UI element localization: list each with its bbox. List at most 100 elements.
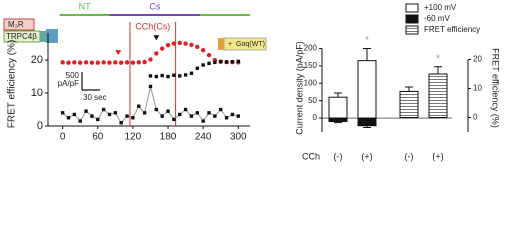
point — [178, 74, 182, 78]
y-tick-label: 50 — [308, 96, 317, 105]
x-tick-label: 300 — [230, 132, 247, 143]
point — [177, 40, 182, 46]
x-tick-label: 180 — [160, 132, 177, 143]
scale-unit: pA/pF — [58, 79, 79, 88]
point — [183, 73, 188, 77]
point — [213, 114, 217, 118]
legend-swatch — [405, 3, 419, 13]
legend-label: -60 mV — [424, 14, 450, 23]
y-tick-label: 20 — [31, 54, 43, 66]
point — [142, 59, 147, 65]
point — [224, 60, 229, 64]
point — [154, 74, 159, 79]
point — [201, 119, 205, 123]
legend-swatch — [405, 25, 419, 35]
point — [189, 42, 194, 48]
point — [119, 121, 123, 125]
point — [154, 107, 159, 112]
legend-label: +100 mV — [424, 3, 457, 12]
point — [137, 104, 141, 108]
point — [189, 114, 194, 118]
point — [66, 60, 71, 65]
point — [166, 74, 170, 79]
y-tick-label: 0 — [313, 113, 318, 122]
page: M₃R TRPC4β + Gαq(WT) FRET efficiency (%)… — [3, 1, 501, 162]
point — [160, 73, 164, 78]
point — [113, 111, 118, 115]
point — [148, 74, 153, 78]
y-tick-label: 10 — [31, 87, 43, 99]
x-tick-label: (-) — [405, 151, 414, 161]
point — [72, 112, 77, 117]
point — [66, 116, 71, 120]
error-bar — [363, 47, 371, 61]
phase-label: Cs — [149, 1, 160, 11]
legend-swatch — [405, 14, 419, 24]
point — [172, 73, 176, 77]
x-tick-label: 0 — [60, 132, 66, 143]
point — [207, 111, 211, 115]
y2-tick-label: 20 — [473, 55, 482, 64]
point — [60, 60, 65, 65]
y-tick-label: 150 — [304, 61, 318, 70]
point — [206, 52, 212, 58]
point — [78, 60, 83, 65]
error-bar — [334, 92, 342, 98]
fluorophore — [46, 29, 58, 43]
y2-axis-label: FRET efficiency (%) — [491, 48, 501, 128]
bar — [399, 90, 419, 119]
figure: M₃R TRPC4β + Gαq(WT) FRET efficiency (%)… — [3, 1, 501, 161]
point — [124, 60, 130, 65]
y-axis-label: FRET efficiency (%) — [7, 40, 18, 129]
point — [101, 107, 106, 112]
point — [84, 109, 88, 113]
category-label: CCh — [302, 151, 320, 161]
receptor-box — [3, 18, 35, 31]
point — [131, 116, 135, 120]
g-protein-tag — [218, 38, 224, 50]
point — [224, 116, 229, 120]
scale-time: 30 sec — [83, 93, 107, 102]
scale-current: 500 — [66, 71, 80, 80]
point — [236, 114, 240, 118]
point — [148, 84, 153, 89]
point — [213, 60, 217, 65]
error-bar — [405, 86, 413, 92]
point — [96, 117, 100, 122]
point — [154, 51, 159, 56]
bar — [328, 96, 348, 119]
y-tick-label: 0 — [37, 120, 43, 132]
point — [200, 47, 206, 53]
y-tick-label: 200 — [304, 44, 318, 53]
point — [113, 60, 118, 65]
point — [189, 71, 194, 75]
series-line — [62, 86, 239, 124]
triangle-marker — [115, 50, 122, 56]
point — [90, 114, 94, 118]
channel-label: TRPC4β — [6, 32, 37, 41]
point — [172, 117, 176, 122]
point — [118, 60, 124, 65]
y2-tick-label: 10 — [473, 84, 482, 93]
g-protein-label: Gαq(WT) — [236, 41, 265, 48]
y2-tick-label: 0 — [473, 113, 478, 122]
point — [236, 59, 240, 64]
treatment-label: CCh(Cs) — [135, 21, 170, 31]
point — [148, 57, 153, 62]
point — [142, 111, 147, 115]
point — [89, 60, 95, 65]
significance-mark: * — [436, 53, 440, 64]
point — [219, 60, 223, 64]
point — [72, 60, 77, 65]
point — [201, 63, 205, 67]
point — [171, 41, 177, 46]
point — [136, 60, 141, 65]
triangle-marker — [153, 35, 160, 41]
point — [183, 107, 188, 112]
point — [195, 66, 200, 71]
point — [160, 114, 164, 118]
error-bar — [363, 125, 371, 128]
receptor-label: M₃R — [8, 20, 24, 29]
point — [230, 112, 235, 117]
point — [195, 111, 200, 115]
